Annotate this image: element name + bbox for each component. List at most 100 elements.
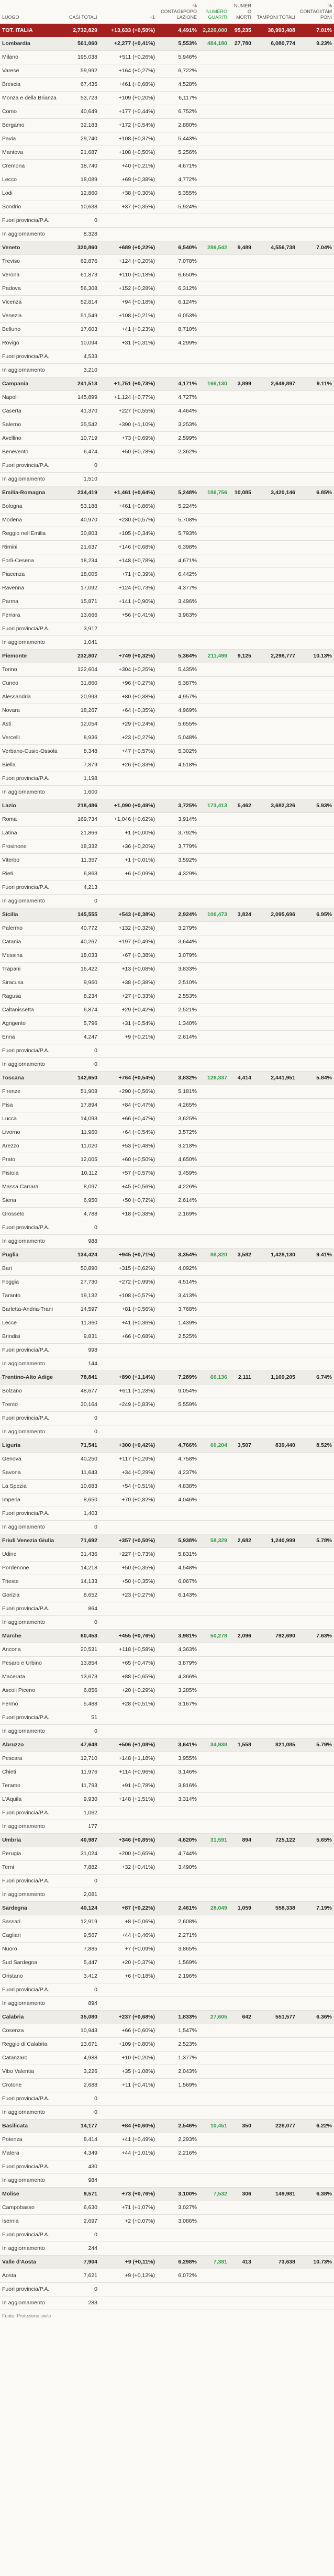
province-row: In aggiornamento 0 xyxy=(0,1724,334,1738)
empty-cell xyxy=(297,1847,334,1861)
province-row: In aggiornamento 1,600 xyxy=(0,785,334,799)
cell-value: 5,559% xyxy=(157,1398,199,1412)
province-row: Taranto 19,132 +108 (+0,57%) 3,413% xyxy=(0,1289,334,1303)
cell-value: +227 (+0,73%) xyxy=(99,1547,157,1562)
empty-cell xyxy=(199,1425,229,1439)
empty-cell xyxy=(297,105,334,119)
empty-cell xyxy=(229,1575,253,1589)
cell-value: 6,124% xyxy=(157,295,199,309)
cell-value: 2,880% xyxy=(157,118,199,132)
cell-value: +300 (+0,42%) xyxy=(99,1438,157,1453)
empty-cell xyxy=(253,336,297,350)
column-header: CASI TOTALI xyxy=(62,0,99,24)
empty-cell xyxy=(297,894,334,908)
cell-value: +152 (+0,28%) xyxy=(99,282,157,296)
empty-cell xyxy=(297,404,334,418)
province-row: Arezzo 11,020 +53 (+0,48%) 3,218% xyxy=(0,1139,334,1153)
empty-cell xyxy=(297,1711,334,1725)
empty-cell xyxy=(157,1425,199,1439)
cell-value: 14,133 xyxy=(62,1575,99,1589)
cell-value: 2,614% xyxy=(157,1030,199,1044)
cell-value: 1,600 xyxy=(62,785,99,799)
cell-value: +148 (+1,51%) xyxy=(99,1792,157,1806)
empty-cell xyxy=(297,731,334,745)
empty-cell xyxy=(253,1357,297,1371)
place-name: Vicenza xyxy=(0,295,62,309)
province-row: Chieti 11,976 +114 (+0,96%) 3,146% xyxy=(0,1765,334,1779)
column-header: NUMERO GUARITI xyxy=(199,0,229,24)
empty-cell xyxy=(229,1507,253,1521)
empty-cell xyxy=(253,105,297,119)
cell-value: 8,710% xyxy=(157,322,199,337)
empty-cell xyxy=(157,1888,199,1902)
place-name: Frosinone xyxy=(0,840,62,854)
empty-cell xyxy=(297,1983,334,1997)
empty-cell xyxy=(157,1234,199,1248)
empty-cell xyxy=(199,391,229,405)
empty-cell xyxy=(157,785,199,799)
empty-cell xyxy=(199,2037,229,2051)
empty-cell xyxy=(199,717,229,731)
cell-value: +346 (+0,85%) xyxy=(99,1833,157,1847)
cell-value: 18,089 xyxy=(62,173,99,187)
empty-cell xyxy=(297,1289,334,1303)
cell-value: 1,059 xyxy=(229,1901,253,1915)
cell-value: 12,919 xyxy=(62,1915,99,1929)
empty-cell xyxy=(253,1670,297,1684)
province-row: Mantova 21,687 +108 (+0,50%) 5,256% xyxy=(0,146,334,160)
cell-value: 4,349 xyxy=(62,2146,99,2160)
cell-value: 4,744% xyxy=(157,1847,199,1861)
empty-cell xyxy=(199,1997,229,2011)
empty-cell xyxy=(229,772,253,786)
cell-value: +50 (+0,78%) xyxy=(99,445,157,459)
cell-value: +172 (+0,54%) xyxy=(99,118,157,132)
province-row: Campobasso 6,630 +71 (+1,07%) 3,027% xyxy=(0,2201,334,2215)
empty-cell xyxy=(253,1697,297,1711)
cell-value: +35 (+1,08%) xyxy=(99,2065,157,2079)
cell-value: +66 (+0,68%) xyxy=(99,1330,157,1344)
empty-cell xyxy=(253,1221,297,1235)
cell-value: 9,489 xyxy=(229,241,253,255)
cell-value: 241,513 xyxy=(62,377,99,391)
province-row: Fermo 5,488 +28 (+0,51%) 3,167% xyxy=(0,1697,334,1711)
cell-value: +506 (+1,08%) xyxy=(99,1738,157,1752)
place-name: Lodi xyxy=(0,186,62,200)
cell-value: +38 (+0,30%) xyxy=(99,186,157,200)
empty-cell xyxy=(253,1017,297,1031)
cell-value: +91 (+0,78%) xyxy=(99,1779,157,1793)
province-row: Aosta 7,621 +9 (+0,12%) 6,072% xyxy=(0,2269,334,2283)
empty-cell xyxy=(199,880,229,895)
empty-cell xyxy=(297,2214,334,2228)
cell-value: 283 xyxy=(62,2296,99,2310)
empty-cell xyxy=(199,105,229,119)
place-name: Fuori provincia/P.A. xyxy=(0,2092,62,2106)
empty-cell xyxy=(229,1561,253,1575)
cell-value: 17,092 xyxy=(62,581,99,595)
empty-cell xyxy=(253,704,297,718)
cell-value: +41 (+0,36%) xyxy=(99,1316,157,1330)
empty-cell xyxy=(99,1724,157,1738)
cell-value: +6 (+0,18%) xyxy=(99,1969,157,1983)
empty-cell xyxy=(297,2242,334,2256)
empty-cell xyxy=(297,1697,334,1711)
cell-value: 0 xyxy=(62,2092,99,2106)
empty-cell xyxy=(297,200,334,214)
province-row: Trapani 16,422 +13 (+0,08%) 3,833% xyxy=(0,962,334,976)
cell-value: 3,981% xyxy=(157,1629,199,1643)
place-name: Lombardia xyxy=(0,37,62,51)
place-name: Catanzaro xyxy=(0,2051,62,2065)
cell-value: 9,571 xyxy=(62,2187,99,2201)
cell-value: 0 xyxy=(62,1044,99,1058)
cell-value: 211,499 xyxy=(199,649,229,663)
place-name: Verona xyxy=(0,268,62,282)
cell-value: 4,671% xyxy=(157,159,199,173)
cell-value: 27,780 xyxy=(229,37,253,51)
cell-value: 3,865% xyxy=(157,1942,199,1956)
cell-value: 53,723 xyxy=(62,91,99,105)
empty-cell xyxy=(229,758,253,772)
province-row: Ferrara 13,666 +56 (+0,41%) 3,963% xyxy=(0,608,334,622)
empty-cell xyxy=(199,690,229,704)
province-row: In aggiornamento 1,510 xyxy=(0,472,334,486)
empty-cell xyxy=(199,1139,229,1153)
